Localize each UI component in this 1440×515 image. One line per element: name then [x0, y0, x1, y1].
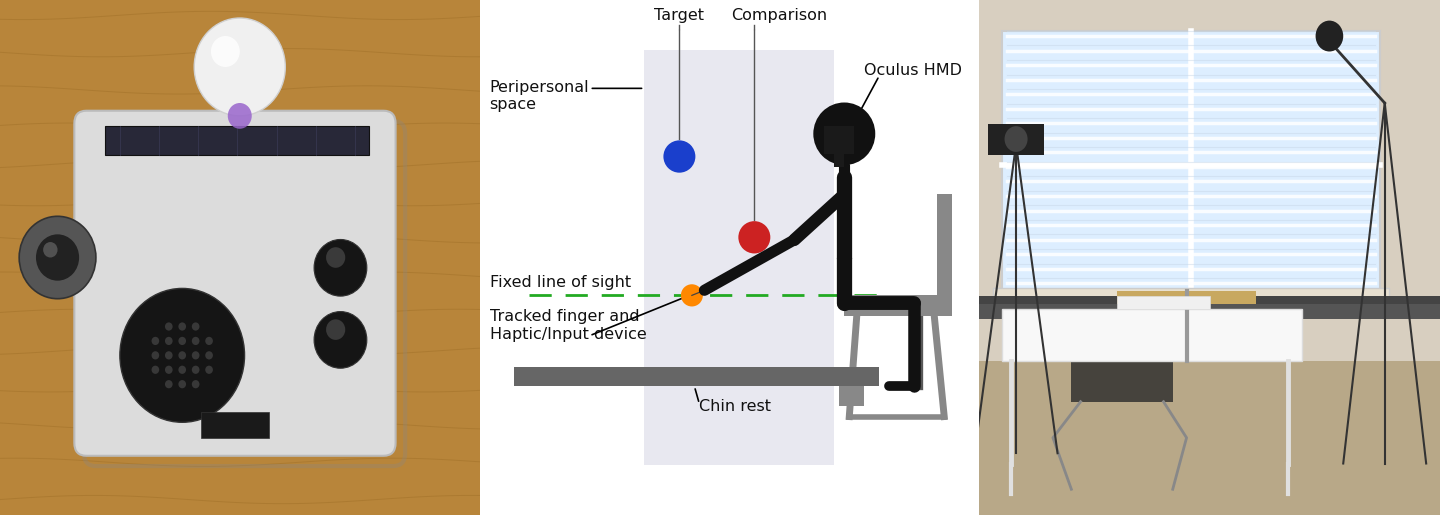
Bar [844, 296, 945, 316]
Bar [1117, 296, 1210, 309]
Circle shape [166, 366, 173, 374]
Circle shape [206, 366, 213, 374]
Circle shape [179, 351, 186, 359]
Circle shape [151, 337, 160, 345]
Circle shape [314, 239, 367, 296]
Circle shape [19, 216, 96, 299]
Circle shape [314, 312, 367, 368]
Circle shape [739, 221, 770, 253]
Circle shape [212, 36, 239, 67]
Bar [988, 124, 1044, 154]
Circle shape [43, 242, 58, 258]
Circle shape [228, 103, 252, 129]
Text: Fixed line of sight: Fixed line of sight [490, 275, 631, 290]
Bar [979, 296, 1440, 304]
Bar [645, 50, 834, 465]
Circle shape [151, 366, 160, 374]
Circle shape [325, 247, 346, 268]
Circle shape [166, 380, 173, 388]
Circle shape [166, 351, 173, 359]
Text: Oculus HMD: Oculus HMD [864, 63, 962, 78]
Text: Tracked finger and
Haptic/Input device: Tracked finger and Haptic/Input device [490, 310, 647, 342]
Circle shape [206, 351, 213, 359]
Bar [840, 386, 864, 406]
Circle shape [814, 102, 876, 165]
Text: Chin rest: Chin rest [700, 399, 772, 414]
Circle shape [192, 380, 200, 388]
Circle shape [36, 234, 79, 281]
Bar [824, 126, 854, 154]
Text: Peripersonal
space: Peripersonal space [490, 80, 589, 112]
Bar [514, 367, 880, 386]
Bar [1002, 309, 1302, 360]
Circle shape [120, 288, 245, 422]
Circle shape [179, 366, 186, 374]
Circle shape [179, 322, 186, 331]
Bar [834, 151, 844, 167]
Circle shape [192, 351, 200, 359]
Bar [1117, 291, 1256, 304]
Circle shape [1005, 126, 1028, 152]
Text: Target: Target [654, 8, 704, 23]
Circle shape [192, 366, 200, 374]
Bar [979, 360, 1440, 515]
Bar [979, 299, 1440, 319]
Text: Comparison: Comparison [732, 8, 828, 23]
Circle shape [664, 141, 696, 173]
Circle shape [206, 337, 213, 345]
Bar [1071, 350, 1172, 402]
Bar [105, 126, 369, 154]
Bar [937, 194, 952, 316]
Circle shape [1316, 21, 1344, 52]
Circle shape [192, 337, 200, 345]
Circle shape [192, 322, 200, 331]
FancyBboxPatch shape [75, 111, 396, 456]
Circle shape [166, 337, 173, 345]
Bar [994, 288, 1390, 309]
Circle shape [194, 18, 285, 116]
Bar [1002, 31, 1380, 299]
Circle shape [179, 380, 186, 388]
Circle shape [166, 322, 173, 331]
Circle shape [179, 337, 186, 345]
Bar [202, 412, 268, 438]
Circle shape [681, 284, 703, 306]
Circle shape [151, 351, 160, 359]
Circle shape [325, 319, 346, 340]
